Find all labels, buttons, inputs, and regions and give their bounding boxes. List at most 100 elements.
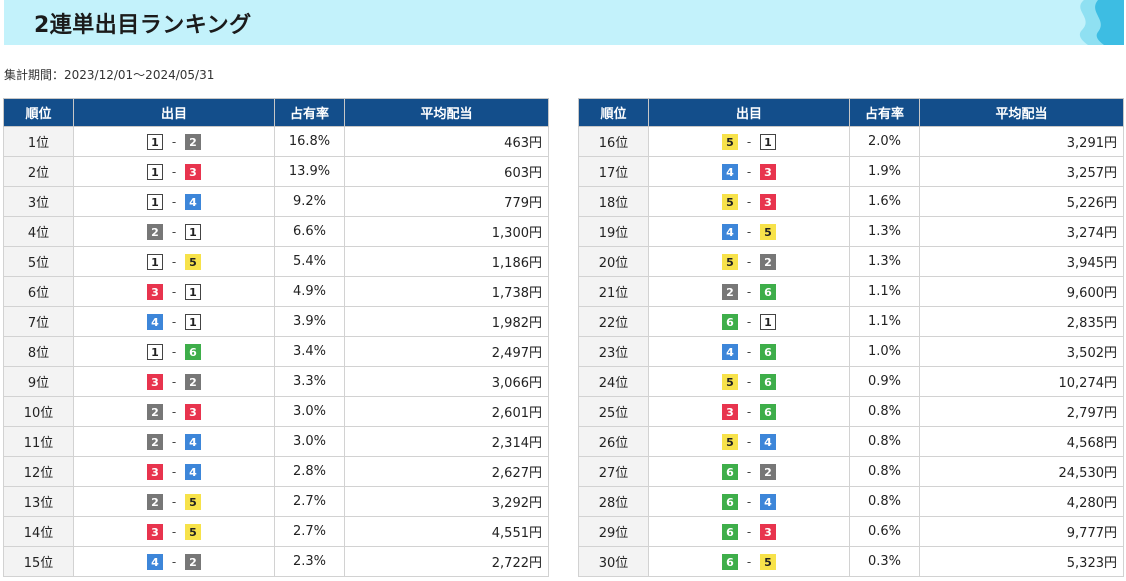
share-header: 占有率: [274, 98, 345, 127]
combo-cell: 2-1: [73, 216, 275, 247]
table-row: 30位 6-5 0.3% 5,323円: [578, 546, 1124, 577]
table-row: 12位 3-4 2.8% 2,627円: [3, 456, 549, 487]
share-cell: 1.0%: [849, 336, 920, 367]
combo-separator: -: [171, 494, 177, 509]
rank-cell: 24位: [578, 366, 649, 397]
share-cell: 0.8%: [849, 426, 920, 457]
combo-separator: -: [746, 224, 752, 239]
combo-separator: -: [746, 494, 752, 509]
share-cell: 9.2%: [274, 186, 345, 217]
first-boat-badge: 4: [147, 313, 163, 330]
share-cell: 2.8%: [274, 456, 345, 487]
combo-pair: 3-5: [147, 523, 201, 540]
combo-separator: -: [171, 464, 177, 479]
first-boat-badge: 6: [722, 463, 738, 480]
first-boat-badge: 4: [147, 553, 163, 570]
second-boat-badge: 3: [760, 193, 776, 210]
first-boat-badge: 3: [147, 463, 163, 480]
first-boat-badge: 6: [722, 313, 738, 330]
combo-cell: 3-6: [648, 396, 850, 427]
first-boat-badge: 5: [722, 253, 738, 270]
second-boat-badge: 2: [760, 253, 776, 270]
combo-cell: 5-2: [648, 246, 850, 277]
table-row: 5位 1-5 5.4% 1,186円: [3, 246, 549, 277]
second-boat-badge: 3: [760, 523, 776, 540]
share-cell: 2.7%: [274, 486, 345, 517]
rank-header: 順位: [578, 98, 649, 127]
combo-cell: 3-2: [73, 366, 275, 397]
period-value: 2023/12/01〜2024/05/31: [64, 68, 215, 82]
first-boat-badge: 3: [147, 373, 163, 390]
combo-cell: 4-1: [73, 306, 275, 337]
second-boat-badge: 3: [760, 163, 776, 180]
combo-cell: 1-6: [73, 336, 275, 367]
share-cell: 1.1%: [849, 306, 920, 337]
second-boat-badge: 5: [185, 253, 201, 270]
combo-pair: 4-2: [147, 553, 201, 570]
second-boat-badge: 2: [185, 133, 201, 150]
combo-cell: 1-4: [73, 186, 275, 217]
table-row: 26位 5-4 0.8% 4,568円: [578, 426, 1124, 457]
rank-cell: 6位: [3, 276, 74, 307]
first-boat-badge: 1: [147, 343, 163, 360]
combo-cell: 2-5: [73, 486, 275, 517]
combo-cell: 6-4: [648, 486, 850, 517]
table-row: 7位 4-1 3.9% 1,982円: [3, 306, 549, 337]
combo-pair: 1-5: [147, 253, 201, 270]
rank-cell: 2位: [3, 156, 74, 187]
combo-cell: 1-3: [73, 156, 275, 187]
rank-cell: 13位: [3, 486, 74, 517]
payout-cell: 1,186円: [344, 246, 549, 277]
rank-cell: 22位: [578, 306, 649, 337]
first-boat-badge: 1: [147, 163, 163, 180]
rank-cell: 28位: [578, 486, 649, 517]
combo-cell: 4-3: [648, 156, 850, 187]
combo-cell: 4-2: [73, 546, 275, 577]
payout-cell: 9,600円: [919, 276, 1124, 307]
combo-cell: 3-4: [73, 456, 275, 487]
combo-separator: -: [746, 344, 752, 359]
first-boat-badge: 4: [722, 343, 738, 360]
table-row: 10位 2-3 3.0% 2,601円: [3, 396, 549, 427]
combo-pair: 5-2: [722, 253, 776, 270]
payout-cell: 463円: [344, 126, 549, 157]
payout-cell: 3,945円: [919, 246, 1124, 277]
payout-header: 平均配当: [919, 98, 1124, 127]
second-boat-badge: 4: [760, 493, 776, 510]
combo-separator: -: [746, 404, 752, 419]
share-cell: 3.0%: [274, 396, 345, 427]
first-boat-badge: 2: [147, 223, 163, 240]
combo-pair: 4-3: [722, 163, 776, 180]
wave-decoration-icon: [1079, 0, 1124, 45]
table-row: 14位 3-5 2.7% 4,551円: [3, 516, 549, 547]
combo-cell: 6-1: [648, 306, 850, 337]
second-boat-badge: 6: [760, 403, 776, 420]
table-row: 29位 6-3 0.6% 9,777円: [578, 516, 1124, 547]
combo-pair: 4-1: [147, 313, 201, 330]
share-cell: 0.9%: [849, 366, 920, 397]
combo-separator: -: [746, 464, 752, 479]
table-row: 21位 2-6 1.1% 9,600円: [578, 276, 1124, 307]
combo-cell: 3-1: [73, 276, 275, 307]
combo-separator: -: [171, 344, 177, 359]
combo-cell: 2-6: [648, 276, 850, 307]
combo-separator: -: [171, 134, 177, 149]
table-header-row: 順位 出目 占有率 平均配当: [3, 98, 549, 127]
combo-cell: 1-2: [73, 126, 275, 157]
first-boat-badge: 3: [147, 283, 163, 300]
combo-cell: 4-5: [648, 216, 850, 247]
combo-cell: 2-3: [73, 396, 275, 427]
rank-cell: 18位: [578, 186, 649, 217]
combo-separator: -: [746, 194, 752, 209]
second-boat-badge: 1: [185, 313, 201, 330]
table-row: 4位 2-1 6.6% 1,300円: [3, 216, 549, 247]
rank-cell: 29位: [578, 516, 649, 547]
combo-separator: -: [746, 374, 752, 389]
second-boat-badge: 6: [760, 373, 776, 390]
combo-separator: -: [171, 434, 177, 449]
second-boat-badge: 2: [185, 553, 201, 570]
share-cell: 3.4%: [274, 336, 345, 367]
rank-cell: 26位: [578, 426, 649, 457]
table-row: 9位 3-2 3.3% 3,066円: [3, 366, 549, 397]
payout-cell: 9,777円: [919, 516, 1124, 547]
